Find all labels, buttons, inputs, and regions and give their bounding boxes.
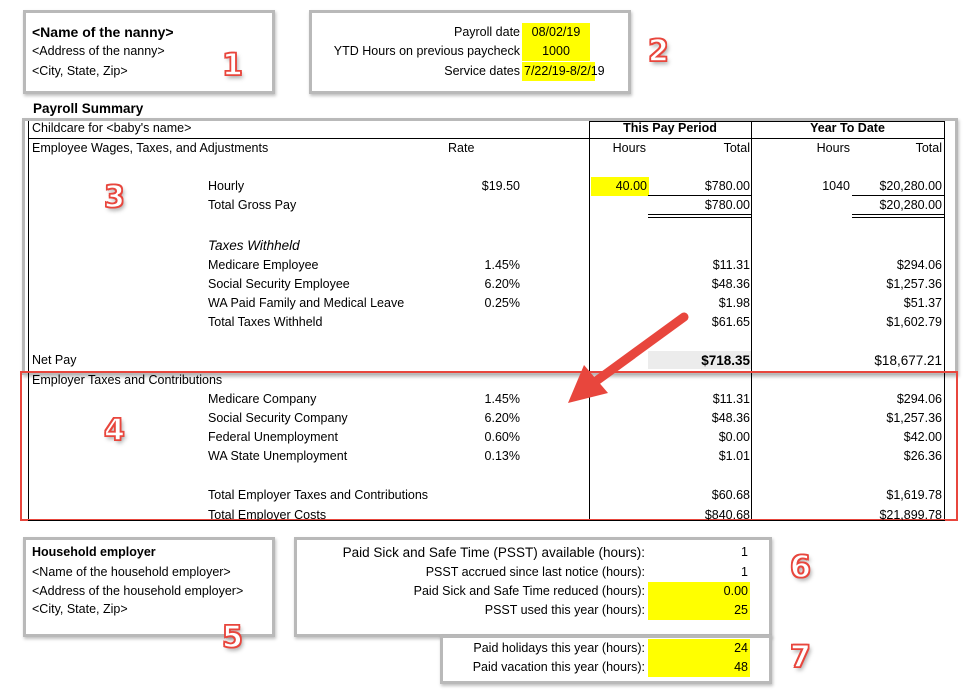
- employer-taxes-title: Employer Taxes and Contributions: [32, 373, 223, 387]
- tax-row-label: WA Paid Family and Medical Leave: [208, 296, 405, 310]
- hourly-total: $780.00: [704, 179, 750, 193]
- payroll-date-label: Payroll date: [453, 25, 520, 39]
- annotation-badge-6: 6: [789, 549, 811, 586]
- employer-city: <City, State, Zip>: [32, 602, 128, 616]
- tax-row-label: Social Security Employee: [208, 277, 350, 291]
- nanny-name: <Name of the nanny>: [32, 24, 174, 40]
- wages-label: Employee Wages, Taxes, and Adjustments: [32, 141, 269, 155]
- total-taxes-label: Total Taxes Withheld: [208, 315, 323, 329]
- summary-table-frame: [22, 118, 958, 375]
- holidays-label: Paid holidays this year (hours):: [473, 641, 645, 655]
- employer-tax-label: Federal Unemployment: [208, 430, 338, 444]
- tax-row-label: Medicare Employee: [208, 258, 319, 272]
- employer-box: [23, 537, 275, 637]
- tax-row-rate: 1.45%: [484, 258, 520, 272]
- annotation-badge-2: 2: [647, 33, 669, 70]
- tax-row-total: $1.98: [718, 296, 750, 310]
- hourly-ytd-total: $20,280.00: [879, 179, 942, 193]
- tax-row-rate: 0.25%: [484, 296, 520, 310]
- tax-row-rate: 6.20%: [484, 277, 520, 291]
- net-pay-total: $718.35: [701, 353, 750, 368]
- annotation-badge-7: 7: [789, 639, 811, 676]
- payroll-date-value: 08/02/19: [522, 23, 590, 42]
- tax-row-ytd: $51.37: [903, 296, 942, 310]
- total-taxes-ytd: $1,602.79: [886, 315, 942, 329]
- annotation-badge-5: 5: [221, 619, 243, 656]
- hourly-label: Hourly: [208, 179, 245, 193]
- rate-header: Rate: [448, 141, 475, 155]
- employer-address: <Address of the household employer>: [32, 584, 244, 598]
- employer-tax-label: WA State Unemployment: [208, 449, 348, 463]
- ytd-hours-value: 1000: [522, 42, 590, 61]
- total-taxes-total: $61.65: [711, 315, 750, 329]
- nanny-city: <City, State, Zip>: [32, 64, 128, 78]
- annotation-badge-1: 1: [221, 47, 243, 84]
- net-pay-label: Net Pay: [32, 353, 77, 367]
- tax-row-total: $11.31: [712, 258, 750, 272]
- psst-value: 1: [741, 545, 748, 559]
- employer-tax-ytd: $1,257.36: [886, 411, 942, 425]
- holidays-value: 24: [648, 639, 750, 658]
- total-contrib-ytd: $1,619.78: [886, 488, 942, 502]
- ytd-hours-label: YTD Hours on previous paycheck: [333, 44, 520, 58]
- employer-tax-rate: 6.20%: [484, 411, 520, 425]
- employer-tax-rate: 0.13%: [484, 449, 520, 463]
- hourly-hours: 40.00: [591, 177, 649, 196]
- employer-title: Household employer: [32, 545, 156, 559]
- employer-tax-total: $48.36: [711, 411, 750, 425]
- nanny-box: [23, 10, 275, 94]
- employer-tax-total: $0.00: [718, 430, 750, 444]
- childcare-label: Childcare for <baby's name>: [32, 121, 192, 135]
- hourly-ytd-hours: 1040: [822, 179, 850, 193]
- total-contrib-label: Total Employer Taxes and Contributions: [208, 488, 429, 502]
- vacation-value: 48: [648, 658, 750, 677]
- employer-tax-ytd: $26.36: [903, 449, 942, 463]
- employer-name: <Name of the household employer>: [32, 565, 231, 579]
- employer-tax-total: $11.31: [712, 392, 750, 406]
- gross-label: Total Gross Pay: [208, 198, 297, 212]
- gross-ytd-total: $20,280.00: [879, 198, 942, 212]
- employer-tax-ytd: $294.06: [896, 392, 942, 406]
- gross-total: $780.00: [704, 198, 750, 212]
- ytd-total-header: Total: [915, 141, 942, 155]
- total-contrib-total: $60.68: [711, 488, 750, 502]
- nanny-address: <Address of the nanny>: [32, 44, 165, 58]
- annotation-badge-4: 4: [103, 412, 125, 449]
- hours-header: Hours: [612, 141, 646, 155]
- tax-row-ytd: $1,257.36: [886, 277, 942, 291]
- employer-tax-rate: 0.60%: [484, 430, 520, 444]
- ytd-header: Year To Date: [810, 121, 885, 135]
- psst-value: 25: [648, 601, 750, 620]
- psst-value: 0.00: [648, 582, 750, 601]
- net-pay-ytd: $18,677.21: [874, 353, 942, 368]
- employer-tax-ytd: $42.00: [903, 430, 942, 444]
- total-costs-ytd: $21,899.78: [879, 508, 942, 520]
- taxes-withheld-title: Taxes Withheld: [208, 238, 300, 253]
- vacation-label: Paid vacation this year (hours):: [472, 660, 645, 674]
- psst-label: PSST used this year (hours):: [484, 603, 645, 617]
- psst-label: Paid Sick and Safe Time (PSST) available…: [342, 545, 645, 560]
- employer-tax-rate: 1.45%: [484, 392, 520, 406]
- tax-row-total: $48.36: [711, 277, 750, 291]
- employer-tax-total: $1.01: [718, 449, 750, 463]
- this-period-header: This Pay Period: [623, 121, 717, 135]
- employer-tax-label: Social Security Company: [208, 411, 348, 425]
- hourly-rate: $19.50: [481, 179, 520, 193]
- payroll-summary-title: Payroll Summary: [33, 101, 144, 116]
- red-arrow: [568, 312, 689, 403]
- employer-tax-label: Medicare Company: [208, 392, 317, 406]
- service-dates-value: 7/22/19-8/2/19: [522, 62, 605, 81]
- psst-label: PSST accrued since last notice (hours):: [425, 565, 645, 579]
- ytd-hours-header: Hours: [816, 141, 850, 155]
- annotation-badge-3: 3: [103, 179, 125, 216]
- psst-label: Paid Sick and Safe Time reduced (hours):: [413, 584, 645, 598]
- total-header: Total: [723, 141, 750, 155]
- service-dates-label: Service dates: [444, 64, 520, 78]
- total-costs-total: $840.68: [704, 508, 750, 520]
- psst-value: 1: [741, 565, 748, 579]
- total-costs-label: Total Employer Costs: [208, 508, 327, 520]
- tax-row-ytd: $294.06: [896, 258, 942, 272]
